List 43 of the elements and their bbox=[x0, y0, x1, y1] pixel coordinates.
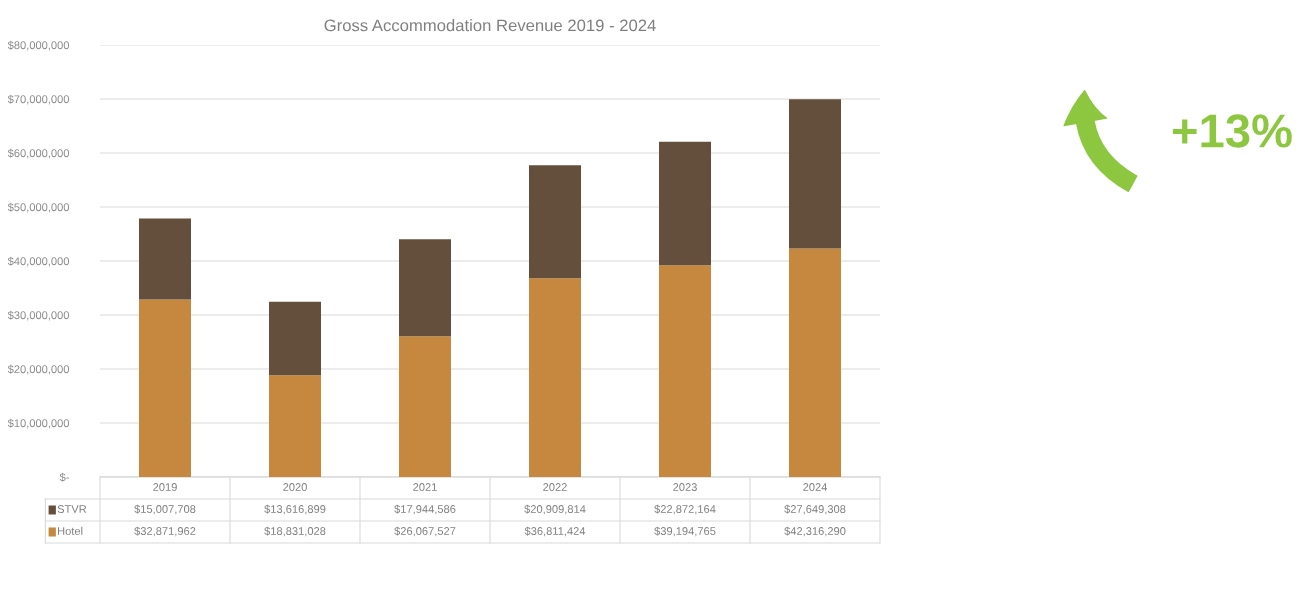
y-tick-label: $70,000,000 bbox=[7, 94, 70, 105]
bar bbox=[659, 265, 711, 477]
y-tick-label: $60,000,000 bbox=[7, 148, 70, 159]
x-tick-label: 2023 bbox=[673, 483, 697, 491]
y-tick-label: $- bbox=[59, 472, 69, 482]
bar bbox=[529, 278, 581, 477]
data-label: $42,316,290 bbox=[784, 526, 846, 537]
y-tick-label: $50,000,000 bbox=[7, 202, 70, 213]
data-label: $15,007,708 bbox=[134, 504, 196, 515]
x-tick-label: 2020 bbox=[283, 483, 307, 491]
data-label: $18,831,028 bbox=[264, 526, 326, 537]
bar bbox=[789, 99, 841, 249]
chart-title: Gross Accommodation Revenue 2019 - 2024 bbox=[324, 19, 656, 32]
legend-label: Hotel bbox=[58, 526, 83, 535]
x-tick-label: 2024 bbox=[803, 483, 828, 491]
bar bbox=[269, 375, 321, 477]
data-label: $13,616,899 bbox=[264, 504, 326, 515]
data-label: $36,811,424 bbox=[524, 526, 586, 537]
x-tick-label: 2021 bbox=[413, 483, 437, 491]
y-tick-label: $80,000,000 bbox=[7, 40, 70, 51]
bar bbox=[269, 301, 321, 376]
data-label: $39,194,765 bbox=[654, 526, 716, 537]
y-tick-label: $40,000,000 bbox=[7, 256, 70, 267]
text: +13% bbox=[1172, 114, 1292, 148]
bar bbox=[659, 141, 711, 266]
data-label: $17,944,586 bbox=[394, 504, 456, 515]
data-label: $27,649,308 bbox=[784, 504, 846, 515]
x-tick-label: 2019 bbox=[153, 483, 177, 491]
y-tick-label: $10,000,000 bbox=[7, 418, 70, 429]
bar bbox=[399, 336, 451, 477]
data-label: $32,871,962 bbox=[134, 526, 196, 537]
data-label: $22,872,164 bbox=[654, 504, 716, 515]
y-tick-label: $30,000,000 bbox=[7, 310, 70, 321]
bar bbox=[399, 239, 451, 337]
x-tick-label: 2022 bbox=[543, 483, 567, 491]
y-tick-label: $20,000,000 bbox=[7, 364, 70, 375]
bar bbox=[789, 248, 841, 477]
bar bbox=[139, 299, 191, 477]
data-label: $26,067,527 bbox=[394, 526, 456, 537]
legend-label: STVR bbox=[57, 505, 87, 513]
data-label: $20,909,814 bbox=[524, 504, 586, 515]
bar bbox=[529, 165, 581, 279]
bar bbox=[139, 218, 191, 300]
